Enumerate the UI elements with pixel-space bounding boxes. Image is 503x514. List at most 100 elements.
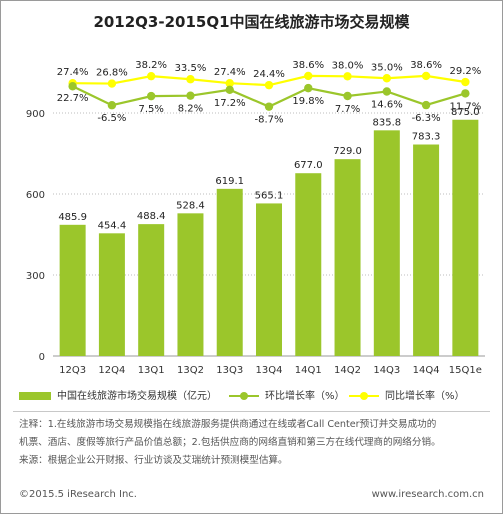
qoq-label: 19.8% [292,96,324,107]
legend-item-qoq: 环比增长率（%） [229,389,345,405]
bar [59,224,86,356]
qoq-point [343,91,352,101]
copyright-text: ©2015.5 iResearch Inc. [19,489,137,500]
yoy-point [421,71,431,81]
chart-notes: 注释：1.在线旅游市场交易规模指在线旅游服务提供商通过在线或者Call Cent… [19,416,487,470]
yoy-label: 38.6% [292,60,324,71]
yoy-point [225,78,234,88]
yoy-label: 38.0% [332,60,364,71]
qoq-label: -6.5% [97,113,126,124]
bar [256,203,282,356]
qoq-point [304,83,313,93]
note-line-3: 来源：根据企业公开财报、行业访谈及艾瑞统计预测模型估算。 [19,455,288,466]
qoq-label: 22.7% [57,93,89,104]
x-tick-label: 14Q2 [334,365,361,376]
yoy-label: 35.0% [371,62,403,73]
chart-legend: 中国在线旅游市场交易规模（亿元） 环比增长率（%） 同比增长率（%） [19,389,489,405]
legend-swatch-qoq [229,391,259,401]
x-tick-label: 13Q1 [138,365,165,376]
chart-title: 2012Q3-2015Q1中国在线旅游市场交易规模 [93,13,410,31]
qoq-label: 7.5% [138,104,163,115]
notes-divider [13,411,490,412]
bar-value-label: 528.4 [176,200,205,211]
yoy-label: 38.6% [410,60,442,71]
qoq-label: 17.2% [214,98,246,109]
yoy-label: 26.8% [96,68,128,79]
qoq-point [68,82,77,91]
yoy-point [186,75,195,84]
legend-swatch-yoy [349,391,379,401]
qoq-point [421,100,431,110]
yoy-point [146,71,156,81]
bar-value-label: 729.0 [333,146,362,157]
legend-item-market-size: 中国在线旅游市场交易规模（亿元） [19,389,217,405]
qoq-label: 14.6% [371,100,403,111]
bar-value-label: 565.1 [255,190,284,201]
x-tick-label: 13Q4 [256,365,283,376]
x-tick-label: 14Q4 [413,365,440,376]
bar-value-label: 485.9 [58,212,87,223]
yoy-point [382,74,392,83]
bar-value-label: 619.1 [215,176,244,187]
legend-swatch-bar [19,392,51,400]
chart-plot: 0 300 600 900 485.9 12Q3 454.4 12Q4 488.4 13Q1 52… [26,60,485,376]
bar-value-label: 875.0 [451,107,480,118]
x-tick-label: 12Q4 [98,365,125,376]
qoq-label: -8.7% [254,115,283,126]
qoq-label: 8.2% [178,104,203,115]
yoy-point [304,71,313,81]
bar [138,224,165,356]
qoq-point [264,102,274,111]
yoy-point [264,80,274,90]
y-tick-label: 0 [39,352,45,363]
qoq-point [225,85,234,95]
yoy-label: 38.2% [135,60,167,71]
website-link[interactable]: www.iresearch.com.cn [371,489,484,500]
x-tick-label: 14Q3 [373,365,400,376]
y-tick-label: 900 [26,109,45,120]
bar-value-label: 835.8 [372,117,401,128]
legend-label-qoq: 环比增长率（%） [265,391,345,402]
qoq-point [107,101,117,110]
bar [334,159,361,356]
qoq-label: 7.7% [335,104,360,115]
qoq-label: 11.7% [449,101,481,112]
qoq-point [146,91,156,101]
yoy-label: 27.4% [57,67,89,78]
yoy-label: 33.5% [175,63,207,74]
x-tick-label: 13Q2 [177,365,204,376]
qoq-point [186,91,195,100]
yoy-point [107,79,117,88]
x-tick-label: 15Q1e [449,365,482,376]
bar [98,233,125,356]
note-line-1: 注释：1.在线旅游市场交易规模指在线旅游服务提供商通过在线或者Call Cent… [19,419,437,430]
y-tick-label: 300 [26,271,45,282]
note-line-2: 机票、酒店、度假等旅行产品价值总额；2.包括供应商的网络直销和第三方在线代理商的… [19,437,441,448]
y-tick-label: 600 [26,190,45,201]
bar [413,144,440,356]
yoy-point [461,77,470,87]
yoy-label: 29.2% [449,66,481,77]
yoy-point [343,72,352,81]
bar-value-label: 454.4 [98,220,127,231]
bar-value-label: 488.4 [137,211,166,222]
bar-value-label: 783.3 [412,132,441,143]
yoy-label: 27.4% [214,67,246,78]
qoq-point [461,89,470,98]
x-tick-label: 12Q3 [59,365,86,376]
bar [216,188,243,356]
legend-label-market-size: 中国在线旅游市场交易规模（亿元） [57,391,217,402]
legend-label-yoy: 同比增长率（%） [385,391,465,402]
legend-item-yoy: 同比增长率（%） [349,389,465,405]
x-tick-label: 14Q1 [295,365,322,376]
bar [452,119,479,356]
bar [177,213,204,356]
yoy-label: 24.4% [253,69,285,80]
bar [373,130,400,356]
bar-value-label: 677.0 [294,160,323,171]
bar [295,173,322,356]
x-tick-label: 13Q3 [216,365,243,376]
qoq-label: -6.3% [412,113,441,124]
qoq-point [382,87,392,96]
